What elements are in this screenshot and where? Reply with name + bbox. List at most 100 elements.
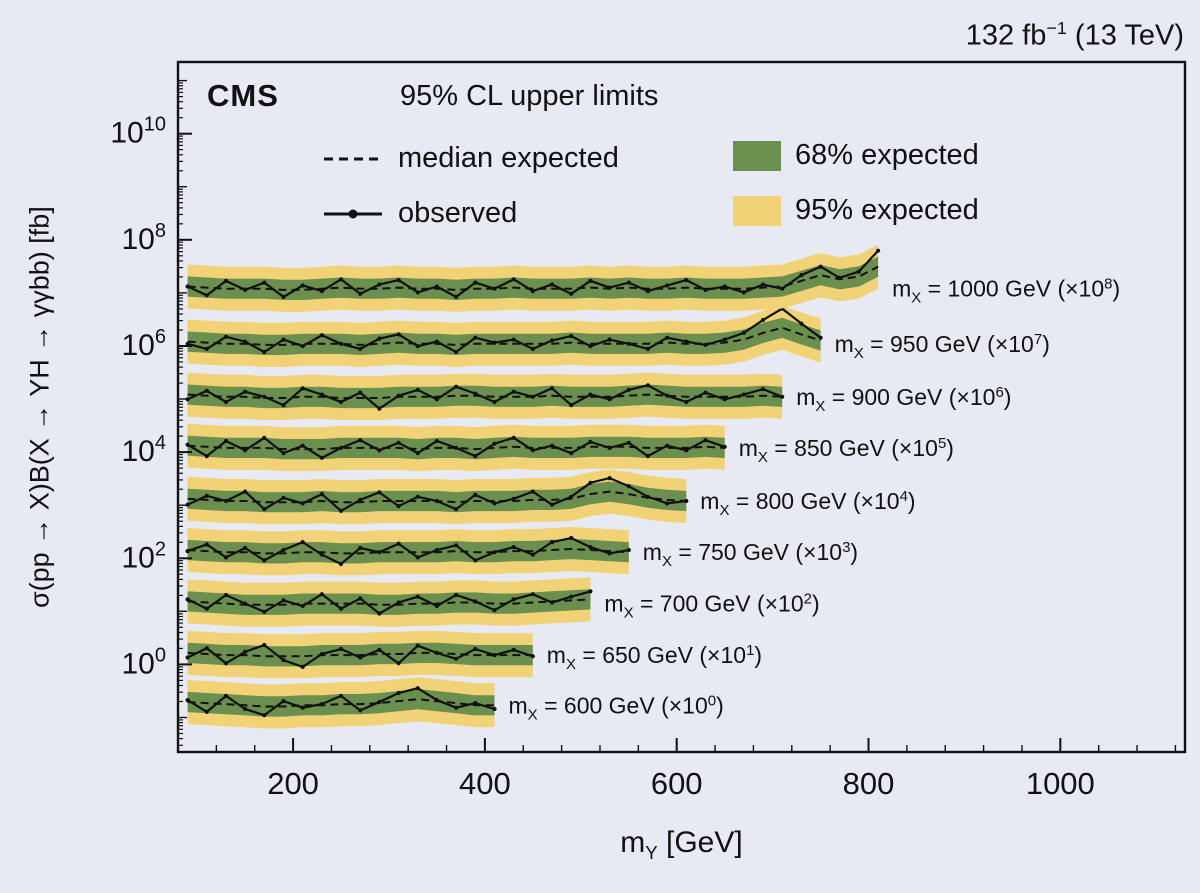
observed-point: [454, 445, 459, 450]
observed-point: [281, 598, 286, 603]
observed-point: [338, 445, 344, 450]
observed-point: [549, 338, 555, 343]
observed-point: [473, 599, 478, 604]
observed-point: [588, 545, 593, 550]
observed-point: [684, 399, 689, 405]
observed-point: [377, 647, 382, 653]
observed-point: [262, 642, 267, 648]
observed-point: [530, 654, 535, 659]
observed-point: [204, 454, 209, 459]
observed-point: [223, 438, 229, 444]
observed-point: [454, 592, 459, 598]
observed-point: [396, 661, 401, 666]
observed-point: [549, 600, 555, 605]
observed-point: [319, 492, 324, 497]
observed-point: [492, 550, 497, 555]
observed-point: [415, 643, 420, 648]
observed-line-700: [187, 590, 591, 615]
observed-point: [223, 693, 229, 699]
observed-point: [549, 540, 555, 545]
observed-point: [684, 448, 689, 453]
observed-point: [338, 277, 344, 282]
observed-point: [415, 555, 420, 560]
observed-point: [319, 651, 324, 657]
observed-point: [262, 713, 267, 718]
observed-point: [492, 399, 497, 405]
observed-point: [377, 448, 382, 453]
observed-point: [645, 383, 651, 388]
observed-point: [607, 337, 612, 342]
observed-point: [741, 392, 746, 397]
median-expected-line-750: [187, 547, 629, 555]
observed-point: [377, 550, 382, 555]
luminosity-value: 132 fb: [965, 19, 1047, 52]
observed-point: [588, 278, 593, 283]
observed-point: [338, 606, 344, 611]
observed-point: [434, 547, 439, 553]
observed-point: [549, 386, 555, 391]
observed-point: [377, 406, 382, 411]
observed-point: [492, 706, 497, 712]
observed-point: [415, 387, 420, 392]
observed-point: [281, 658, 286, 663]
observed-point: [358, 708, 363, 713]
observed-point: [492, 286, 497, 291]
y-tick-label: 108: [122, 220, 167, 256]
observed-point: [760, 282, 766, 287]
observed-point: [185, 597, 190, 602]
series-label-700: mX = 700 GeV (×102): [604, 591, 819, 622]
observed-point: [185, 442, 190, 447]
observed-point: [626, 547, 631, 553]
observed-point: [799, 321, 804, 326]
observed-point: [338, 561, 344, 567]
observed-point: [185, 698, 190, 703]
observed-point: [223, 399, 229, 405]
observed-point: [588, 344, 593, 349]
x-tick-label: 1000: [1026, 766, 1095, 801]
observed-point: [319, 289, 324, 294]
observed-point: [569, 494, 574, 499]
observed-point: [684, 498, 689, 504]
observed-point: [799, 273, 804, 278]
observed-point: [607, 397, 612, 402]
observed-point: [223, 555, 229, 560]
observed-point: [684, 339, 689, 344]
observed-point: [626, 387, 631, 392]
observed-point: [243, 389, 248, 394]
observed-point: [434, 284, 439, 289]
observed-point: [415, 451, 420, 456]
median-expected-line-1000: [187, 265, 879, 291]
observed-point: [319, 455, 324, 460]
y-tick-label: 100: [122, 644, 167, 680]
observed-point: [434, 438, 439, 444]
observed-point: [569, 594, 574, 599]
series-label-800: mX = 800 GeV (×104): [700, 488, 915, 519]
observed-point: [511, 647, 516, 653]
series-label-600: mX = 600 GeV (×100): [509, 692, 724, 723]
observed-point: [358, 390, 363, 395]
y-tick-label: 106: [122, 326, 167, 362]
observed-point: [511, 496, 516, 501]
x-tick-label: 800: [843, 766, 895, 801]
x-tick-label: 600: [651, 766, 703, 801]
observed-point: [204, 646, 209, 651]
observed-point: [511, 545, 516, 550]
observed-point: [607, 285, 612, 290]
observed-point: [300, 344, 305, 349]
observed-point: [396, 504, 401, 509]
observed-point: [588, 480, 593, 485]
series-label-1000: mX = 1000 GeV (×108): [892, 276, 1120, 307]
observed-point: [760, 387, 766, 392]
observed-point: [665, 443, 670, 448]
observed-point: [607, 551, 612, 556]
observed-point: [645, 494, 651, 499]
observed-point: [204, 606, 209, 611]
luminosity-label: 132 fb−1 (13 TeV): [966, 18, 1184, 53]
observed-point: [223, 498, 229, 504]
observed-point: [281, 451, 286, 456]
legend-item-median-expected: median expected: [322, 142, 619, 175]
observed-point: [358, 497, 363, 502]
y-tick-label: 102: [122, 538, 167, 574]
observed-point: [837, 275, 842, 280]
observed-point: [530, 552, 535, 557]
